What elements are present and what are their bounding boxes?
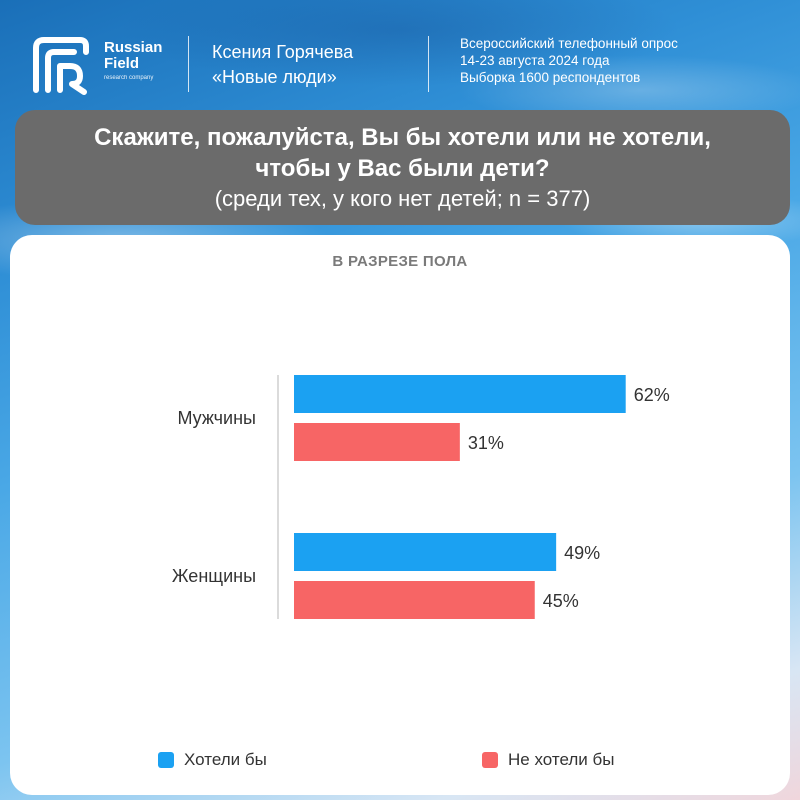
data-label: 49%	[564, 543, 600, 563]
chart-title: В РАЗРЕЗЕ ПОЛА	[332, 253, 468, 270]
legend-item-not-want: Не хотели бы	[482, 750, 614, 770]
logo-text: Russian Field research company	[104, 40, 162, 81]
bar	[294, 423, 460, 461]
legend-item-want: Хотели бы	[158, 750, 267, 770]
survey-dates: 14-23 августа 2024 года	[460, 52, 610, 68]
legend-label: Не хотели бы	[508, 750, 615, 769]
legend-swatch	[158, 752, 174, 768]
question-subtitle: (среди тех, у кого нет детей; n = 377)	[214, 186, 591, 212]
legend-swatch	[482, 752, 498, 768]
header: Russian Field research company Ксения Го…	[0, 0, 800, 110]
russian-field-logo-icon	[33, 37, 89, 95]
bar-chart: Мужчины 62% 31% Женщины 49% 45%	[172, 375, 670, 619]
bar	[294, 581, 535, 619]
survey-info: Всероссийский телефонный опрос 14-23 авг…	[460, 36, 678, 87]
project-name: «Новые люди»	[212, 67, 337, 88]
survey-method: Всероссийский телефонный опрос	[460, 36, 678, 51]
header-divider	[428, 36, 429, 92]
category-label: Женщины	[172, 566, 256, 586]
chart-card: В РАЗРЕЗЕ ПОЛА Мужчины 62% 31% Женщины 49% 45…	[10, 235, 790, 795]
legend-label: Хотели бы	[184, 750, 267, 769]
data-label: 62%	[634, 385, 670, 405]
author-name: Ксения Горячева	[212, 42, 354, 62]
question-box: Скажите, пожалуйста, Вы бы хотели или не…	[15, 110, 790, 225]
category-label: Мужчины	[177, 408, 256, 428]
logo-line1: Russian	[104, 39, 163, 56]
header-divider	[188, 36, 189, 92]
logo-line2: Field	[104, 54, 140, 72]
bar	[294, 533, 557, 571]
data-label: 31%	[468, 433, 504, 453]
data-label: 45%	[543, 591, 579, 611]
question-title: Скажите, пожалуйста, Вы бы хотели или не…	[94, 124, 711, 183]
logo-tagline: research company	[104, 74, 154, 81]
author-block: Ксения Горячева «Новые люди»	[212, 40, 353, 90]
survey-sample: Выборка 1600 респондентов	[460, 69, 641, 85]
bar	[294, 375, 626, 413]
